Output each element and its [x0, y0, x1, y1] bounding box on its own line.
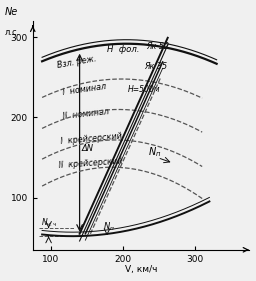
Text: ΔN: ΔN [81, 144, 93, 153]
Text: $N_п$: $N_п$ [103, 221, 115, 233]
Text: H=500м: H=500м [128, 85, 161, 94]
Text: I  крейсерский: I крейсерский [60, 132, 122, 146]
X-axis label: V, км/ч: V, км/ч [125, 265, 157, 274]
Text: $N_п$: $N_п$ [148, 145, 162, 159]
Text: Ne: Ne [5, 7, 18, 17]
Text: Як 52: Як 52 [146, 42, 169, 51]
Text: л.с.: л.с. [5, 28, 20, 37]
Text: Як 35: Як 35 [144, 62, 168, 71]
Text: I  номинал: I номинал [62, 82, 106, 97]
Text: Н  фол.: Н фол. [107, 45, 140, 54]
Text: II  номинал: II номинал [62, 107, 109, 121]
Text: II  крейсерский: II крейсерский [58, 157, 122, 170]
Text: $N_{ч.ч}$: $N_{ч.ч}$ [41, 217, 58, 229]
Text: Взл. реж.: Взл. реж. [57, 54, 97, 70]
